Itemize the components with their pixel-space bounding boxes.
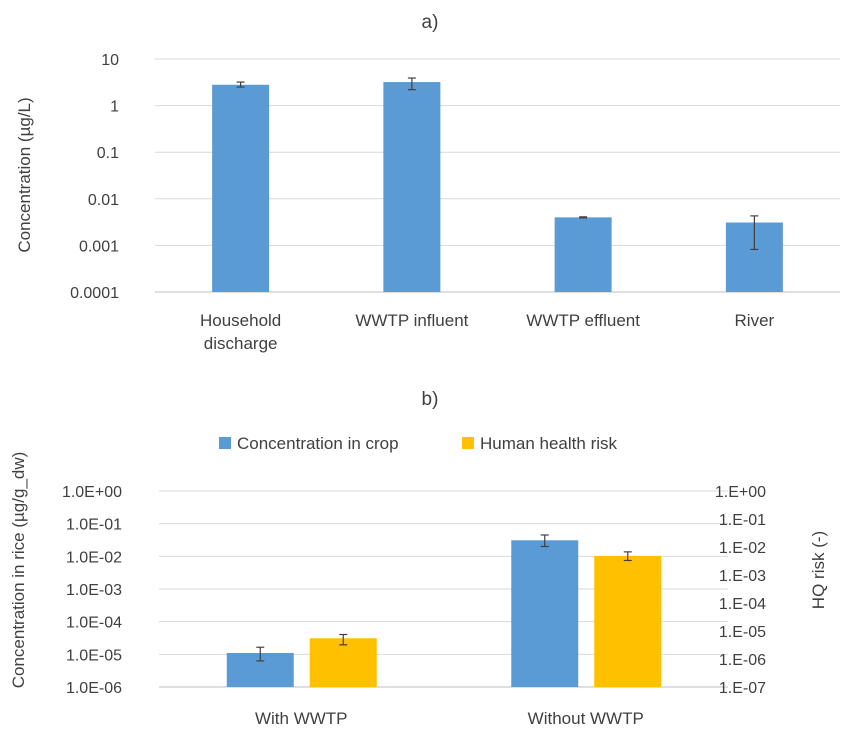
chart-b-y-axis-title: Concentration in rice (µg/g_dw) <box>9 452 28 689</box>
b-right-tick-label: 1.E-05 <box>719 624 766 641</box>
chart-b-right-tick-labels: 1.E-07 1.E-06 1.E-05 1.E-04 1.E-03 1.E-02 1.E-… <box>715 484 766 697</box>
chart-b: b) Concentration in crop Human health ri… <box>9 389 828 728</box>
chart-b-legend: Concentration in crop Human health risk <box>219 434 618 453</box>
b-y-tick-label: 1.0E-06 <box>66 680 122 697</box>
chart-a-bars <box>212 82 783 292</box>
b-category-label: With WWTP <box>255 709 348 728</box>
a-y-tick-label: 0.1 <box>97 145 119 162</box>
a-y-tick-label: 10 <box>101 52 119 69</box>
a-category-label: River <box>735 311 775 330</box>
b-right-tick-label: 1.E+00 <box>715 484 766 501</box>
chart-b-left-tick-labels: 1.0E-06 1.0E-05 1.0E-04 1.0E-03 1.0E-02 1.0E-… <box>62 484 122 697</box>
chart-a-category-labels: Household discharge WWTP influent WWTP effl… <box>200 311 775 353</box>
chart-b-right-axis-title: HQ risk (-) <box>809 531 828 609</box>
a-y-tick-label: 0.001 <box>79 238 119 255</box>
chart-a-gridlines <box>155 58 840 293</box>
a-y-tick-label: 1 <box>110 99 119 116</box>
b-right-tick-label: 1.E-06 <box>719 652 766 669</box>
chart-b-category-labels: With WWTP Without WWTP <box>255 709 644 728</box>
b-y-tick-label: 1.0E-05 <box>66 647 122 664</box>
b-y-tick-label: 1.0E+00 <box>62 484 122 501</box>
a-bar-series-wwtp-effluent <box>554 217 612 292</box>
b-y-tick-label: 1.0E-02 <box>66 549 122 566</box>
a-category-label: discharge <box>204 334 278 353</box>
b-bar-human-health-risk-with-wwtp <box>309 638 377 687</box>
a-bar-series-wwtp-influent <box>383 82 441 292</box>
a-y-tick-label: 0.0001 <box>70 285 119 302</box>
legend-label-concentration-in-crop: Concentration in crop <box>237 434 399 453</box>
b-bar-human-health-risk-without-wwtp <box>594 555 662 687</box>
b-right-tick-label: 1.E-07 <box>719 680 766 697</box>
a-category-label: Household <box>200 311 281 330</box>
legend-swatch-human-health-risk <box>462 437 474 449</box>
chart-b-bars <box>226 540 662 687</box>
a-y-tick-label: 0.01 <box>88 192 119 209</box>
chart-a-y-tick-labels: 0.0001 0.001 0.01 0.1 1 10 <box>70 52 119 302</box>
chart-a-title: a) <box>422 12 439 33</box>
b-right-tick-label: 1.E-03 <box>719 568 766 585</box>
chart-b-error-bars <box>256 534 632 662</box>
b-bar-concentration-in-crop-without-wwtp <box>511 540 579 687</box>
b-y-tick-label: 1.0E-04 <box>66 615 122 632</box>
b-y-tick-label: 1.0E-01 <box>66 517 122 534</box>
chart-a-error-bars <box>236 77 759 251</box>
a-category-label: WWTP influent <box>355 311 468 330</box>
chart-a-y-axis-title: Concentration (µg/L) <box>15 97 34 252</box>
chart-b-title: b) <box>422 389 439 410</box>
b-right-tick-label: 1.E-04 <box>719 596 766 613</box>
chart-a: a) 0.0001 0.001 0.01 0.1 1 10 Household discha… <box>15 12 840 353</box>
legend-label-human-health-risk: Human health risk <box>480 434 618 453</box>
b-right-tick-label: 1.E-02 <box>719 540 766 557</box>
b-right-tick-label: 1.E-01 <box>719 512 766 529</box>
a-bar-series-household-discharge <box>212 84 270 292</box>
b-category-label: Without WWTP <box>528 709 644 728</box>
legend-swatch-concentration-in-crop <box>219 437 231 449</box>
b-y-tick-label: 1.0E-03 <box>66 582 122 599</box>
a-category-label: WWTP effluent <box>526 311 640 330</box>
